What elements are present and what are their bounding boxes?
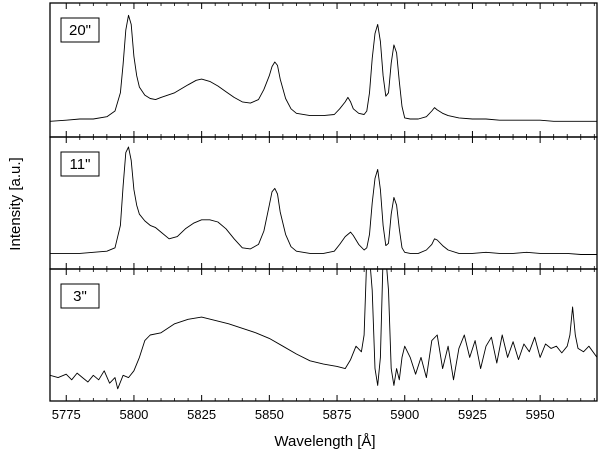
- x-tick-label: 5800: [119, 407, 148, 422]
- series-line: [50, 269, 597, 390]
- x-tick-label: 5775: [52, 407, 81, 422]
- panel-2: 3": [49, 268, 598, 402]
- panel-frame: [49, 268, 598, 402]
- panel-0: 20": [49, 2, 598, 138]
- x-tick-label: 5825: [187, 407, 216, 422]
- panel-label-box: [60, 283, 100, 309]
- x-tick-label: 5875: [323, 407, 352, 422]
- panel-label: 20": [69, 22, 91, 39]
- x-tick-label: 5925: [458, 407, 487, 422]
- y-axis-label: Intensity [a.u.]: [7, 157, 24, 250]
- x-tick-label: 5850: [255, 407, 284, 422]
- panel-label: 3": [73, 288, 87, 305]
- x-tick-label: 5950: [526, 407, 555, 422]
- series-line: [50, 14, 597, 122]
- x-tick-label: 5900: [390, 407, 419, 422]
- x-axis: 5775 5800 5825 5850 5875 5900 5925 5950: [52, 407, 555, 422]
- panel-label-box: [60, 17, 100, 43]
- panel-label-box: [60, 151, 100, 177]
- panel-1: 11": [49, 136, 598, 270]
- panels-layer: 20" 11" 3": [49, 2, 598, 402]
- panel-frame: [49, 2, 598, 138]
- x-axis-label: Wavelength [Å]: [274, 433, 375, 450]
- panel-frame: [49, 136, 598, 270]
- panel-label: 11": [70, 156, 91, 173]
- series-line: [50, 146, 597, 255]
